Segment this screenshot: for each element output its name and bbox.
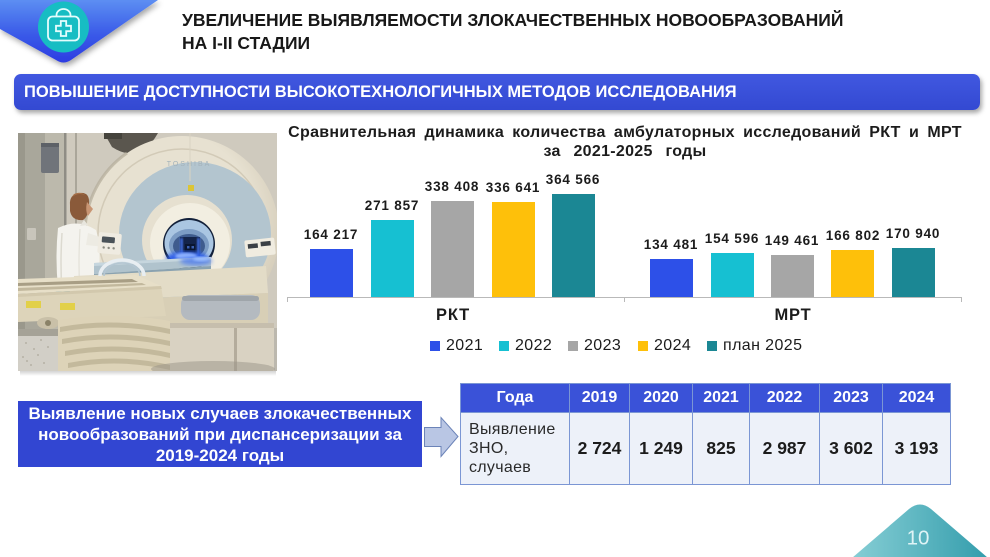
svg-text:10: 10	[907, 527, 930, 550]
svg-text:TOSHIBA: TOSHIBA	[167, 161, 212, 168]
